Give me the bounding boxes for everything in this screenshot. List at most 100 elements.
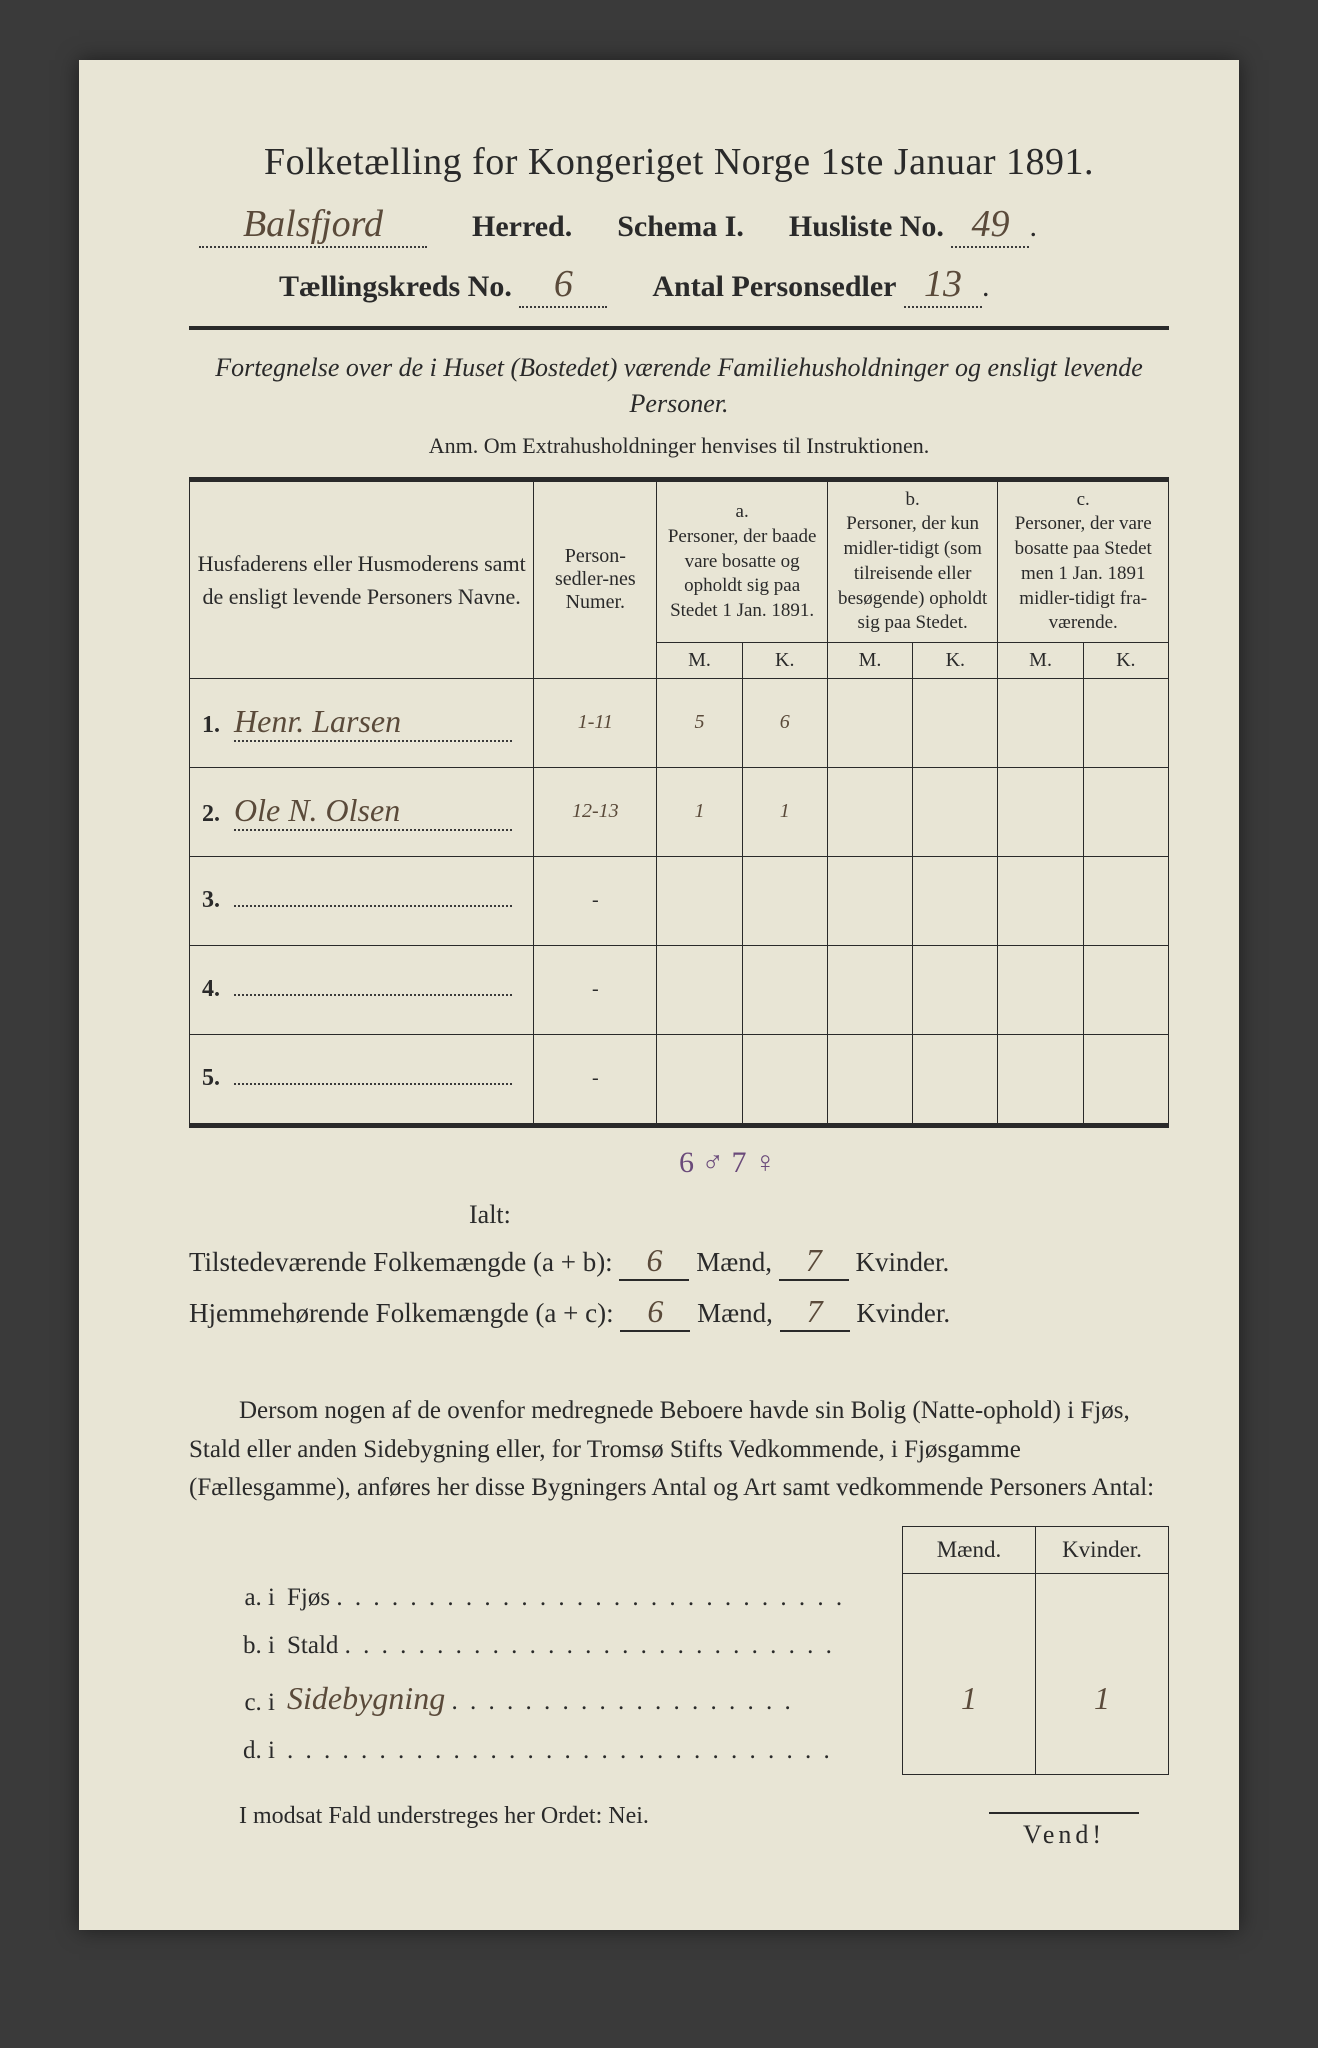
b-k-header: K. — [913, 642, 998, 678]
cell-a-k — [742, 1034, 827, 1123]
dots: . . . . . . . . . . . . . . . . . . . . … — [336, 1584, 845, 1611]
antal-value: 13 — [904, 262, 982, 308]
building-name: . . . . . . . . . . . . . . . . . . . . … — [281, 1727, 903, 1775]
building-k: 1 — [1036, 1670, 1169, 1727]
header-line-2: Tællingskreds No. 6 Antal Personsedler 1… — [189, 262, 1169, 308]
row-num: 5. — [202, 1065, 220, 1091]
row-name — [234, 1083, 512, 1085]
row-name: Ole N. Olsen — [234, 792, 512, 831]
cell-c-k — [1083, 767, 1168, 856]
buildings-kvinder-header: Kvinder. — [1036, 1527, 1169, 1574]
building-name: Stald . . . . . . . . . . . . . . . . . … — [281, 1622, 903, 1670]
row-num: 3. — [202, 887, 220, 913]
table-body: 1. Henr. Larsen 1-11 5 6 2. Ole N. Olsen… — [190, 678, 1169, 1123]
col-b-header: b. Personer, der kun midler-tidigt (som … — [827, 481, 998, 642]
cell-a-m: 1 — [657, 767, 742, 856]
header-line-1: Balsfjord Herred. Schema I. Husliste No.… — [189, 202, 1169, 248]
col-a-header: a. Personer, der baade vare bosatte og o… — [657, 481, 828, 642]
hjemme-line: Hjemmehørende Folkemængde (a + c): 6 Mæn… — [189, 1293, 1169, 1332]
census-form-page: Folketælling for Kongeriget Norge 1ste J… — [79, 60, 1239, 1930]
row-name: Henr. Larsen — [234, 703, 512, 742]
subtitle: Fortegnelse over de i Huset (Bostedet) v… — [189, 350, 1169, 423]
col-b-text: Personer, der kun midler-tidigt (som til… — [832, 512, 994, 635]
cell-num: 1-11 — [534, 678, 657, 767]
building-label: a. i — [189, 1574, 281, 1622]
table-row: 4. - — [190, 945, 1169, 1034]
building-k — [1036, 1622, 1169, 1670]
hjemme-k: 7 — [780, 1293, 850, 1332]
cell-c-m — [998, 856, 1083, 945]
rule-3 — [189, 1124, 1169, 1128]
cell-a-m — [657, 945, 742, 1034]
building-k — [1036, 1574, 1169, 1622]
building-name-hw: Sidebygning — [287, 1680, 445, 1716]
kreds-label: Tællingskreds No. — [279, 270, 512, 303]
col-a-letter: a. — [661, 500, 823, 525]
tilstede-label: Tilstedeværende Folkemængde (a + b): — [189, 1247, 613, 1277]
building-name-text: Stald — [287, 1632, 338, 1659]
cell-b-k — [913, 767, 998, 856]
cell-num: - — [534, 1034, 657, 1123]
husliste-label: Husliste No. — [789, 210, 944, 243]
maend-label: Mænd, — [696, 1247, 772, 1277]
hjemme-m: 6 — [620, 1293, 690, 1332]
vend-label: Vend! — [989, 1812, 1139, 1850]
cell-b-m — [827, 1034, 912, 1123]
building-m — [903, 1727, 1036, 1775]
buildings-maend-header: Mænd. — [903, 1527, 1036, 1574]
row-label: 3. — [190, 856, 534, 945]
herred-label: Herred. — [472, 210, 572, 243]
building-name-text: Fjøs — [287, 1584, 330, 1611]
building-name: Fjøs . . . . . . . . . . . . . . . . . .… — [281, 1574, 903, 1622]
table-row: 1. Henr. Larsen 1-11 5 6 — [190, 678, 1169, 767]
tilstede-m: 6 — [619, 1242, 689, 1281]
cell-b-m — [827, 945, 912, 1034]
row-name — [234, 905, 512, 907]
cell-num: - — [534, 945, 657, 1034]
dots: . . . . . . . . . . . . . . . . . . . — [451, 1688, 793, 1715]
dots: . . . . . . . . . . . . . . . . . . . . … — [287, 1737, 833, 1764]
cell-num: - — [534, 856, 657, 945]
cell-c-k — [1083, 1034, 1168, 1123]
household-table: Husfaderens eller Husmoderens samt de en… — [189, 481, 1169, 1124]
col-num-header: Person-sedler-nes Numer. — [534, 481, 657, 678]
cell-a-m — [657, 856, 742, 945]
col-names-header: Husfaderens eller Husmoderens samt de en… — [190, 481, 534, 678]
cell-c-m — [998, 945, 1083, 1034]
buildings-table: Mænd. Kvinder. a. i Fjøs . . . . . . . .… — [189, 1526, 1169, 1775]
herred-value: Balsfjord — [199, 202, 427, 248]
building-name: Sidebygning . . . . . . . . . . . . . . … — [281, 1670, 903, 1727]
antal-label: Antal Personsedler — [652, 270, 896, 303]
row-label: 5. — [190, 1034, 534, 1123]
building-m — [903, 1622, 1036, 1670]
building-label: b. i — [189, 1622, 281, 1670]
cell-a-k — [742, 945, 827, 1034]
purple-annotation: 6 ♂ 7 ♀ — [679, 1146, 1169, 1180]
building-row: c. i Sidebygning . . . . . . . . . . . .… — [189, 1670, 1169, 1727]
cell-c-k — [1083, 856, 1168, 945]
cell-a-k: 1 — [742, 767, 827, 856]
cell-b-m — [827, 767, 912, 856]
row-label: 1. Henr. Larsen — [190, 678, 534, 767]
col-a-text: Personer, der baade vare bosatte og opho… — [661, 525, 823, 624]
cell-a-k: 6 — [742, 678, 827, 767]
row-num: 1. — [202, 712, 220, 738]
dots: . . . . . . . . . . . . . . . . . . . . … — [345, 1632, 835, 1659]
col-names-text: Husfaderens eller Husmoderens samt de en… — [198, 551, 526, 609]
building-row: d. i . . . . . . . . . . . . . . . . . .… — [189, 1727, 1169, 1775]
cell-b-k — [913, 678, 998, 767]
cell-c-k — [1083, 678, 1168, 767]
col-c-header: c. Personer, der vare bosatte paa Stedet… — [998, 481, 1169, 642]
building-label: c. i — [189, 1670, 281, 1727]
c-k-header: K. — [1083, 642, 1168, 678]
ialt-label: Ialt: — [469, 1200, 1169, 1230]
row-num: 2. — [202, 801, 220, 827]
b-m-header: M. — [827, 642, 912, 678]
col-b-letter: b. — [832, 488, 994, 513]
kvinder-label-2: Kvinder. — [856, 1298, 950, 1328]
row-name — [234, 994, 512, 996]
building-m — [903, 1574, 1036, 1622]
hjemme-label: Hjemmehørende Folkemængde (a + c): — [189, 1298, 614, 1328]
buildings-paragraph: Dersom nogen af de ovenfor medregnede Be… — [189, 1392, 1169, 1508]
cell-b-k — [913, 945, 998, 1034]
